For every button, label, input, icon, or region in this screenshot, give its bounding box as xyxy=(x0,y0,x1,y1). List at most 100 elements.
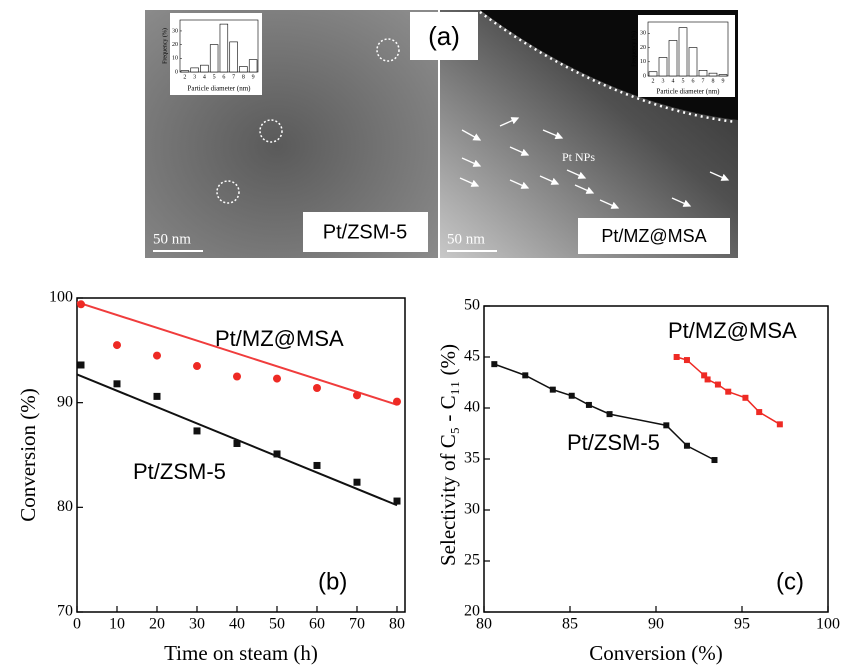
x-tick-label: 60 xyxy=(309,616,325,633)
arrows xyxy=(459,117,730,209)
plot-frame xyxy=(483,305,829,613)
x-tick-label: 2 xyxy=(183,74,186,80)
point xyxy=(714,381,721,388)
bar xyxy=(648,71,658,77)
point xyxy=(725,388,732,395)
point xyxy=(273,374,281,383)
point xyxy=(313,461,321,469)
point xyxy=(663,422,670,429)
x-tick-label: 8 xyxy=(242,74,245,80)
x-tick-label: 9 xyxy=(252,74,255,80)
x-tick-label: 8 xyxy=(712,78,715,84)
point xyxy=(673,354,680,360)
panel-label: (c) xyxy=(776,568,804,595)
x-tick-label: 6 xyxy=(222,74,225,80)
point xyxy=(233,439,241,447)
x-tick-label: 30 xyxy=(189,616,205,633)
bar xyxy=(229,41,238,73)
point xyxy=(776,421,783,428)
x-axis-label: Particle diameter (nm) xyxy=(657,88,721,96)
y-tick-label: 10 xyxy=(640,59,646,65)
x-tick-label: 10 xyxy=(109,616,125,633)
point xyxy=(549,386,556,393)
fit-line xyxy=(76,301,398,406)
x-tick-label: 5 xyxy=(682,78,685,84)
point xyxy=(233,372,241,381)
bar xyxy=(698,70,708,77)
label-box xyxy=(303,212,428,252)
series-label: Pt/MZ@MSA xyxy=(215,326,344,351)
y-tick-label: 45 xyxy=(464,348,480,365)
point xyxy=(568,392,575,399)
x-tick-label: 4 xyxy=(672,78,675,84)
x-tick-label: 20 xyxy=(149,616,165,633)
y-tick-label: 100 xyxy=(49,289,73,306)
x-tick-label: 80 xyxy=(476,616,492,633)
y-tick-label: 20 xyxy=(464,603,480,620)
bar xyxy=(688,47,698,77)
y-tick-label: 80 xyxy=(57,498,73,515)
point xyxy=(393,397,401,406)
x-tick-label: 50 xyxy=(269,616,285,633)
y-axis-label: Conversion (%) xyxy=(16,388,40,522)
scale-label: 50 nm xyxy=(447,231,485,247)
x-tick-label: 7 xyxy=(232,74,235,80)
y-tick-label: 20 xyxy=(640,45,646,51)
y-tick-label: 50 xyxy=(464,297,480,314)
y-tick-label: 25 xyxy=(464,552,480,569)
point xyxy=(273,450,281,458)
pt-label: Pt NPs xyxy=(562,150,595,164)
x-tick-label: 4 xyxy=(203,74,206,80)
point xyxy=(153,351,161,360)
point xyxy=(606,411,613,418)
bar xyxy=(239,66,248,73)
np-circle xyxy=(216,180,240,204)
point xyxy=(313,384,321,393)
np-circle xyxy=(376,38,400,62)
fit-line xyxy=(76,373,398,507)
x-axis-label: Conversion (%) xyxy=(589,641,723,665)
point xyxy=(353,391,361,400)
point xyxy=(193,362,201,371)
x-tick-label: 7 xyxy=(702,78,705,84)
point xyxy=(711,457,718,464)
point xyxy=(522,372,529,379)
x-tick-label: 80 xyxy=(389,616,405,633)
x-tick-label: 90 xyxy=(648,616,664,633)
x-tick-label: 0 xyxy=(73,616,81,633)
bar xyxy=(718,74,728,77)
x-axis-label: Particle diameter (nm) xyxy=(188,85,252,93)
x-tick-label: 40 xyxy=(229,616,245,633)
plot-frame xyxy=(179,19,259,73)
series-label: Pt/ZSM-5 xyxy=(567,430,660,455)
y-tick-label: 20 xyxy=(172,42,178,48)
y-tick-label: 70 xyxy=(57,603,73,620)
y-tick-label: 10 xyxy=(172,56,178,62)
scale-label: 50 nm xyxy=(153,231,191,247)
bar xyxy=(209,44,219,73)
point xyxy=(353,478,361,486)
point xyxy=(77,300,85,309)
point xyxy=(683,357,690,364)
x-tick-label: 100 xyxy=(816,616,840,633)
bar xyxy=(248,59,258,73)
sample-label: Pt/MZ@MSA xyxy=(601,226,706,246)
series-label: Pt/ZSM-5 xyxy=(133,459,226,484)
x-tick-label: 3 xyxy=(662,78,665,84)
x-tick-label: 3 xyxy=(193,74,196,80)
x-tick-label: 2 xyxy=(652,78,655,84)
x-tick-label: 6 xyxy=(692,78,695,84)
point xyxy=(756,409,763,416)
y-tick-label: 30 xyxy=(464,501,480,518)
point xyxy=(742,394,749,401)
y-tick-label: 0 xyxy=(643,73,646,79)
y-tick-label: 90 xyxy=(57,393,73,410)
x-axis-label: Time on steam (h) xyxy=(164,641,318,665)
y-axis-label: Frequency (%) xyxy=(630,31,637,67)
label-box xyxy=(578,218,730,254)
series-label: Pt/MZ@MSA xyxy=(668,318,797,343)
y-tick-label: 0 xyxy=(175,69,178,75)
bar xyxy=(658,57,668,77)
